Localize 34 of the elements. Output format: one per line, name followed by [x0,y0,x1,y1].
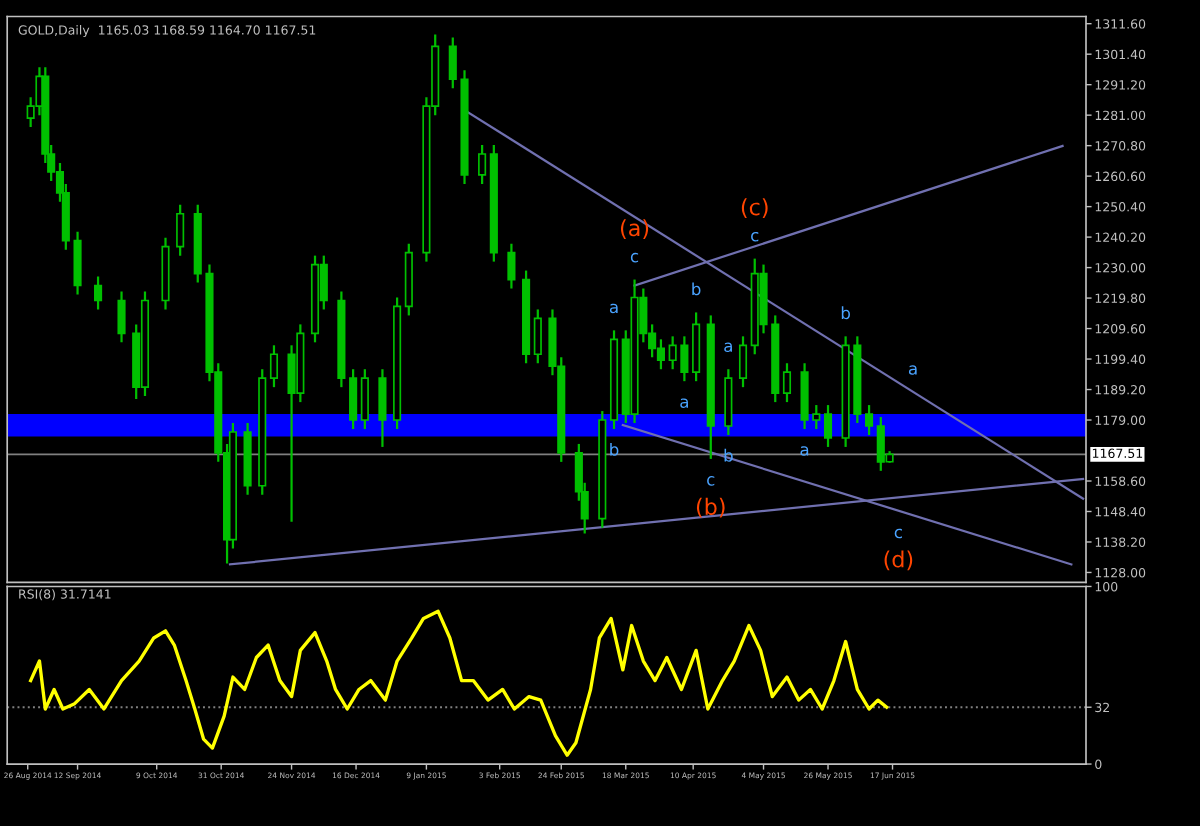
annotation: (b) [696,497,725,518]
candlestick [478,143,487,186]
candlestick [865,403,874,437]
annotation: a [800,446,809,456]
candlestick [94,275,103,311]
annotation: c [894,528,902,539]
candlestick [724,368,733,437]
candlestick [117,290,126,344]
annotation: c [751,231,759,242]
annotation: (a) [620,219,649,239]
annotation: b [841,306,850,320]
candlestick [349,368,358,431]
annotation: (d) [884,550,913,571]
candlestick [378,368,387,449]
candlestick [507,242,516,290]
candlestick [176,203,185,257]
annotation: (c) [741,198,768,219]
candlestick [656,338,665,371]
annotation: a [680,398,688,408]
candlestick [269,344,279,389]
candlestick [738,335,748,389]
annotation: a [609,303,618,314]
line-series [28,609,889,757]
candlestick [692,311,701,383]
candlestick [360,368,369,431]
candlestick [823,403,833,449]
annotation: c [630,252,639,263]
candlestick [782,362,792,404]
annotation: a [908,365,917,375]
annotation: a [724,342,732,353]
annotation: b [610,442,619,456]
annotation: c [707,476,715,486]
annotation: b [692,282,701,296]
candlestick [533,308,542,365]
